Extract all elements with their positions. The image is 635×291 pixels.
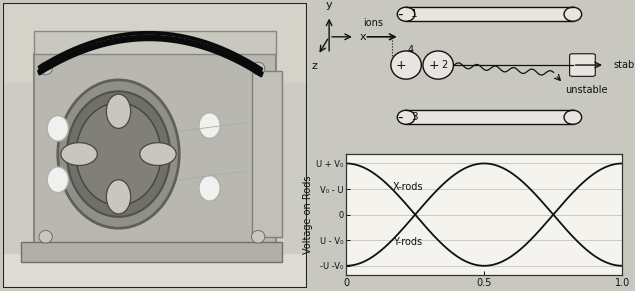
Circle shape <box>39 62 52 75</box>
FancyBboxPatch shape <box>570 54 595 76</box>
Ellipse shape <box>47 116 69 141</box>
Bar <box>406 110 573 124</box>
Text: +: + <box>396 58 406 72</box>
Text: Y-rods: Y-rods <box>393 237 422 247</box>
Text: y: y <box>326 0 333 10</box>
Text: X-rods: X-rods <box>393 182 424 192</box>
Ellipse shape <box>58 80 179 228</box>
Ellipse shape <box>107 94 131 128</box>
Text: 3: 3 <box>411 112 418 122</box>
Ellipse shape <box>47 167 69 193</box>
Circle shape <box>251 230 265 243</box>
Ellipse shape <box>199 175 220 201</box>
Text: ions: ions <box>363 18 383 28</box>
Ellipse shape <box>423 51 453 79</box>
Text: 2: 2 <box>441 60 448 70</box>
Bar <box>406 7 573 21</box>
Bar <box>252 71 283 237</box>
Text: stable: stable <box>613 60 635 70</box>
Text: unstable: unstable <box>565 85 607 95</box>
Ellipse shape <box>398 7 415 21</box>
Ellipse shape <box>107 180 131 214</box>
Text: 4: 4 <box>408 45 414 55</box>
Ellipse shape <box>67 91 170 217</box>
Ellipse shape <box>398 110 415 124</box>
Circle shape <box>251 62 265 75</box>
Text: +: + <box>429 58 439 72</box>
Ellipse shape <box>564 7 582 21</box>
Bar <box>3 254 307 288</box>
Ellipse shape <box>199 113 220 139</box>
Polygon shape <box>34 31 276 54</box>
Ellipse shape <box>391 51 421 79</box>
Ellipse shape <box>564 110 582 124</box>
Y-axis label: Voltage on Rods: Voltage on Rods <box>303 175 313 254</box>
Ellipse shape <box>61 143 97 166</box>
Text: -: - <box>397 7 403 22</box>
Polygon shape <box>34 54 276 251</box>
Text: 1: 1 <box>411 9 418 19</box>
Bar <box>22 242 283 262</box>
Text: z: z <box>312 61 318 71</box>
Circle shape <box>39 230 52 243</box>
Ellipse shape <box>140 143 176 166</box>
Ellipse shape <box>76 103 161 205</box>
Text: x: x <box>359 32 366 42</box>
Text: r₀: r₀ <box>394 59 401 68</box>
Bar <box>3 3 307 83</box>
Text: -: - <box>397 110 403 125</box>
